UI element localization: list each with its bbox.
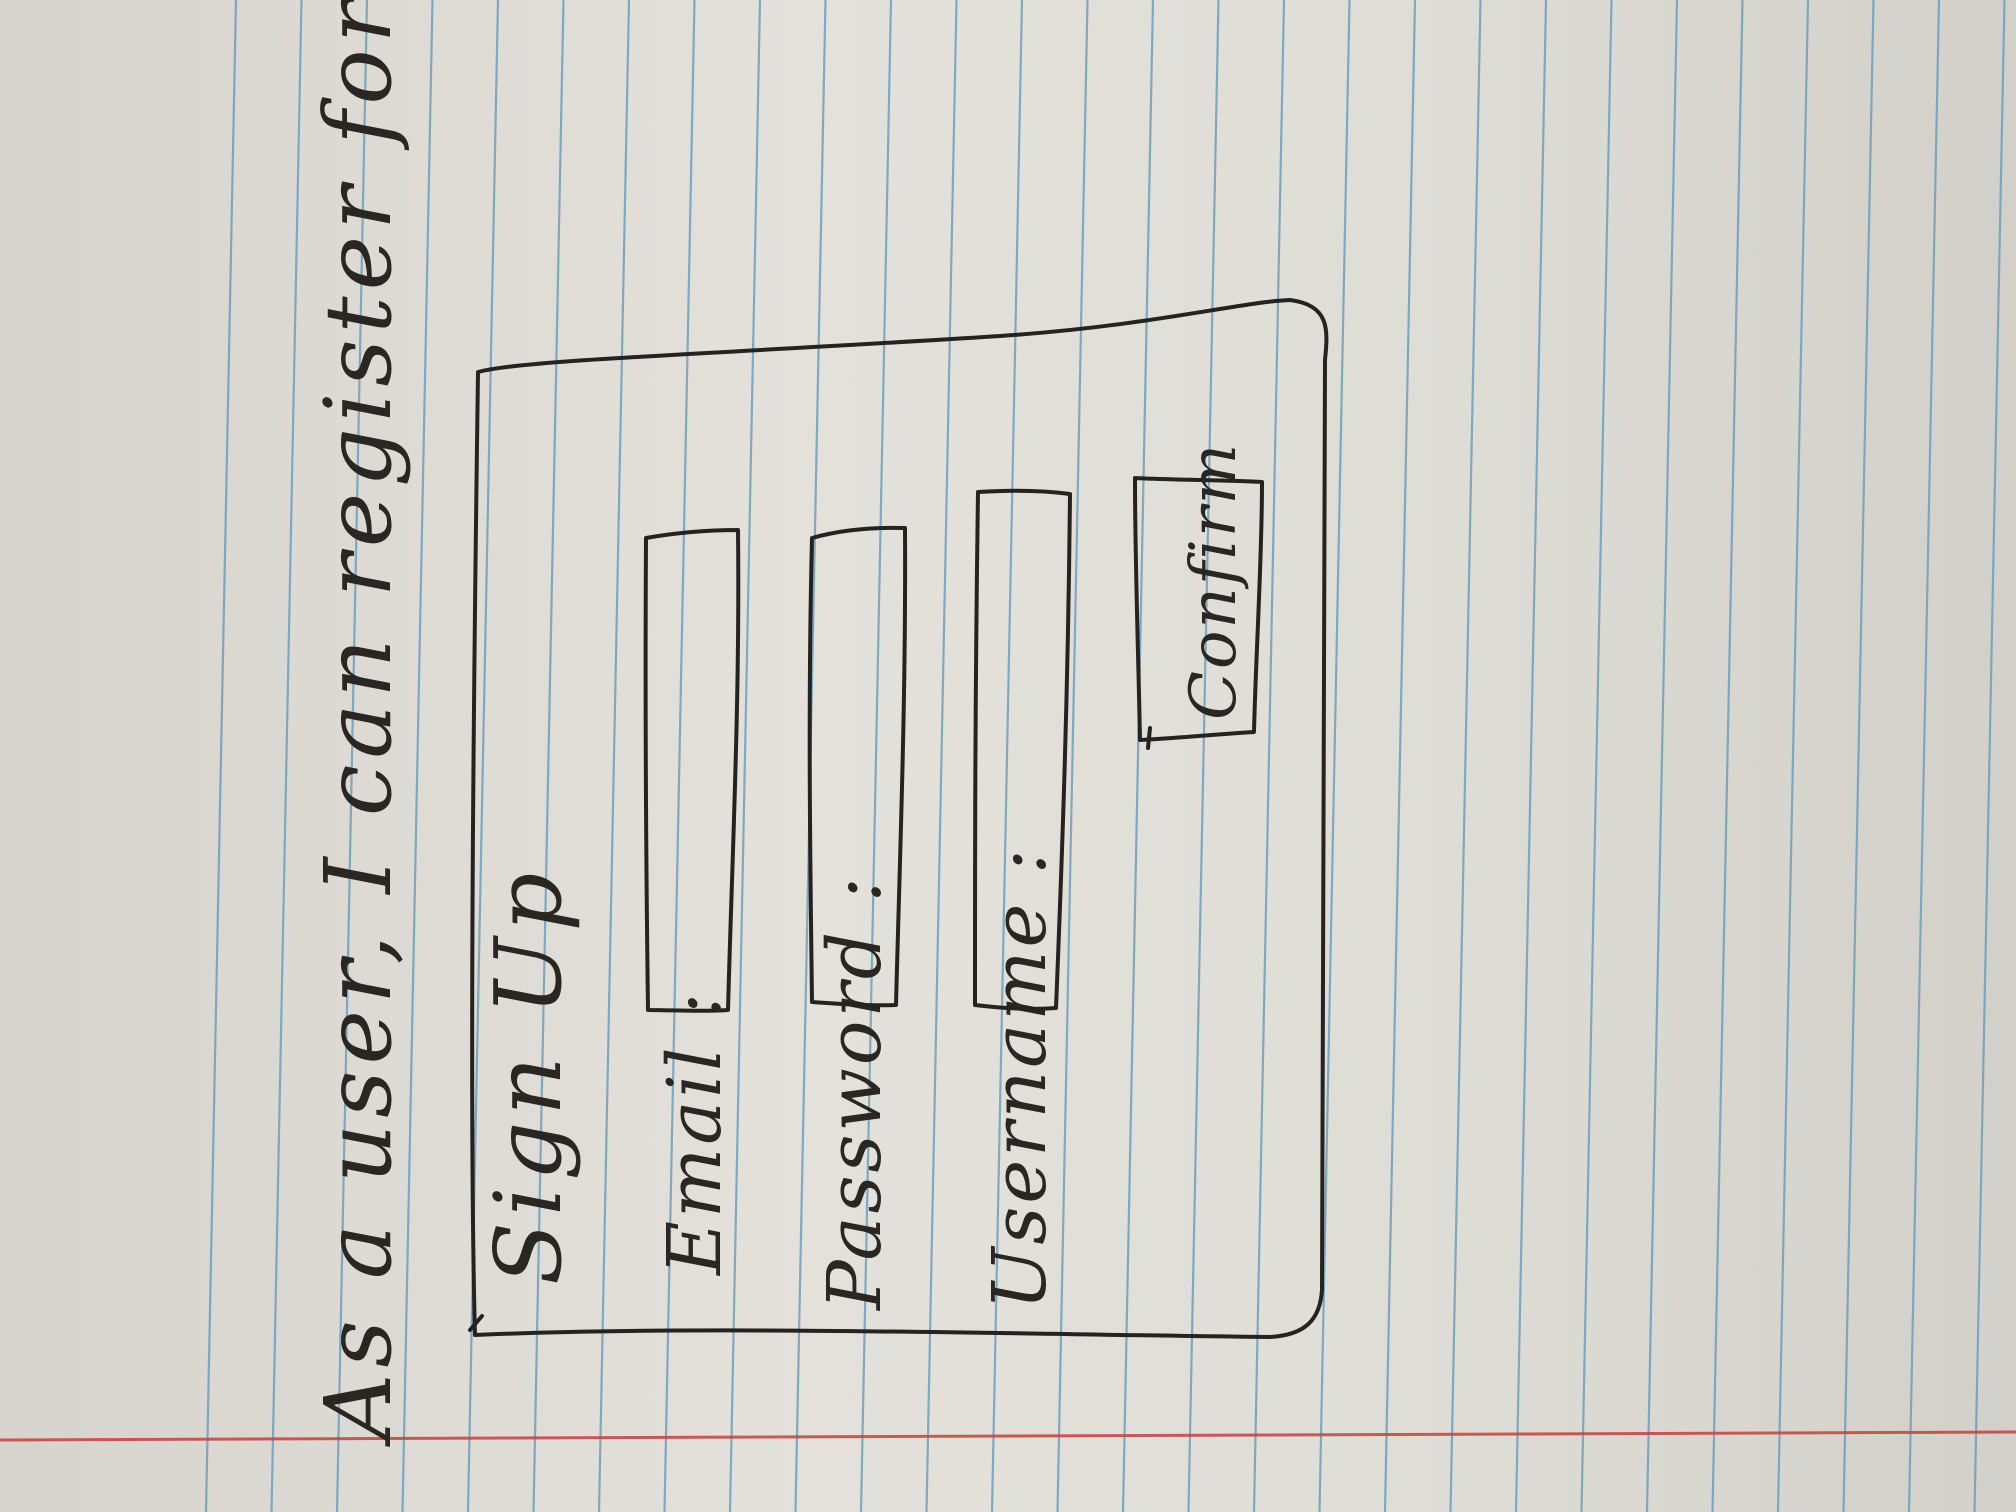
rule-line <box>532 0 565 1512</box>
signup-title: Sign Up <box>475 867 582 1285</box>
rule-line <box>1973 0 2006 1512</box>
rule-line <box>204 0 238 1512</box>
rule-line <box>401 0 434 1512</box>
password-input-box[interactable] <box>807 525 908 1008</box>
rule-line <box>1711 0 1744 1512</box>
rule-line <box>1842 0 1875 1512</box>
rule-line <box>1252 0 1286 1512</box>
rule-line <box>270 0 303 1512</box>
rule-line <box>1187 0 1220 1512</box>
rule-line <box>728 0 762 1512</box>
signup-card <box>470 298 1329 1339</box>
rule-line <box>859 0 893 1512</box>
rule-line <box>1383 0 1417 1512</box>
rule-line <box>1907 0 1941 1512</box>
password-label: Password : <box>812 874 898 1312</box>
username-input-box[interactable] <box>973 488 1072 1011</box>
username-label: Username : <box>977 846 1063 1310</box>
email-label: Email : <box>652 990 738 1277</box>
rule-line <box>990 0 1024 1512</box>
rule-line <box>1056 0 1089 1512</box>
rule-line <box>1318 0 1351 1512</box>
email-input-box[interactable] <box>643 528 741 1013</box>
rule-line <box>663 0 696 1512</box>
rule-line <box>925 0 958 1512</box>
margin-line <box>0 1430 2016 1442</box>
rule-line <box>1514 0 1548 1512</box>
rule-line <box>597 0 631 1512</box>
rule-line <box>1776 0 1810 1512</box>
rule-line <box>1449 0 1482 1512</box>
rule-line <box>1580 0 1613 1512</box>
rule-line <box>335 0 369 1512</box>
confirm-button[interactable] <box>1133 476 1264 742</box>
rule-line <box>1645 0 1679 1512</box>
user-story-text: As a user, I can register for an account… <box>305 0 412 1448</box>
confirm-button-label: Confirm <box>1177 442 1251 720</box>
rule-line <box>1121 0 1155 1512</box>
